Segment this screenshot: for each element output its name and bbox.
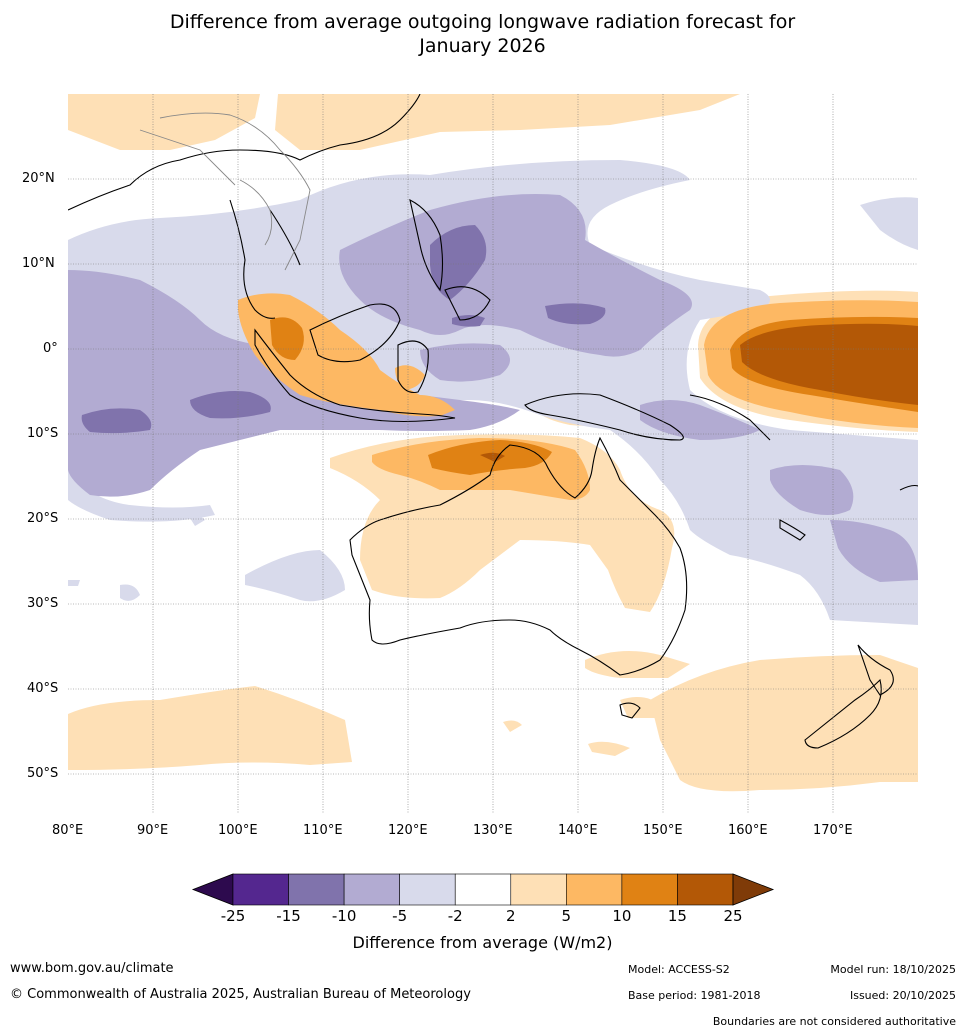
lat-label-10n: 10°N bbox=[22, 256, 55, 271]
anomaly-minus10-to-minus15-regions bbox=[81, 225, 606, 434]
lon-label-150e: 150°E bbox=[643, 823, 683, 838]
map-title: Difference from average outgoing longwav… bbox=[0, 10, 965, 58]
model-name: Model: ACCESS-S2 bbox=[628, 963, 730, 976]
lat-label-20n: 20°N bbox=[22, 171, 55, 186]
lon-label-110e: 110°E bbox=[303, 823, 343, 838]
colorbar-tick-label: -25 bbox=[220, 907, 246, 925]
colorbar-tick-label: 2 bbox=[505, 907, 516, 925]
lon-label-80e: 80°E bbox=[52, 823, 84, 838]
base-period: Base period: 1981-2018 bbox=[628, 989, 761, 1002]
lon-label-100e: 100°E bbox=[218, 823, 258, 838]
graticule bbox=[68, 94, 918, 814]
lat-label-20s: 20°S bbox=[27, 511, 59, 526]
colorbar-tick-label: -10 bbox=[331, 907, 357, 925]
lon-label-120e: 120°E bbox=[388, 823, 428, 838]
colorbar-tick-label: -5 bbox=[392, 907, 408, 925]
website-link[interactable]: www.bom.gov.au/climate bbox=[10, 961, 174, 976]
colorbar-tick-label: -15 bbox=[276, 907, 301, 925]
colorbar-tick-label: 10 bbox=[612, 907, 632, 925]
boundaries-disclaimer: Boundaries are not considered authoritat… bbox=[712, 1015, 956, 1028]
colorbar-title: Difference from average (W/m2) bbox=[352, 933, 613, 952]
lon-label-160e: 160°E bbox=[728, 823, 768, 838]
title-line-2: January 2026 bbox=[419, 35, 546, 57]
lon-label-130e: 130°E bbox=[473, 823, 513, 838]
country-borders bbox=[139, 112, 311, 271]
lat-label-0: 0° bbox=[43, 341, 58, 356]
lat-label-10s: 10°S bbox=[27, 426, 59, 441]
issued-date: Issued: 20/10/2025 bbox=[849, 989, 956, 1002]
lon-label-90e: 90°E bbox=[137, 823, 169, 838]
lon-label-170e: 170°E bbox=[813, 823, 853, 838]
copyright-text: © Commonwealth of Australia 2025, Austra… bbox=[10, 987, 471, 1002]
title-line-1: Difference from average outgoing longwav… bbox=[169, 11, 796, 33]
lat-label-30s: 30°S bbox=[27, 596, 59, 611]
colorbar-tick-label: 15 bbox=[667, 907, 687, 925]
lat-label-40s: 40°S bbox=[27, 681, 59, 696]
coastlines bbox=[68, 94, 918, 749]
model-run-date: Model run: 18/10/2025 bbox=[830, 963, 956, 976]
colorbar-tick-label: 5 bbox=[561, 907, 572, 925]
lat-label-50s: 50°S bbox=[27, 766, 59, 781]
colorbar-tick-label: 25 bbox=[723, 907, 743, 925]
lon-label-140e: 140°E bbox=[558, 823, 598, 838]
colorbar-tick-label: -2 bbox=[447, 907, 463, 925]
